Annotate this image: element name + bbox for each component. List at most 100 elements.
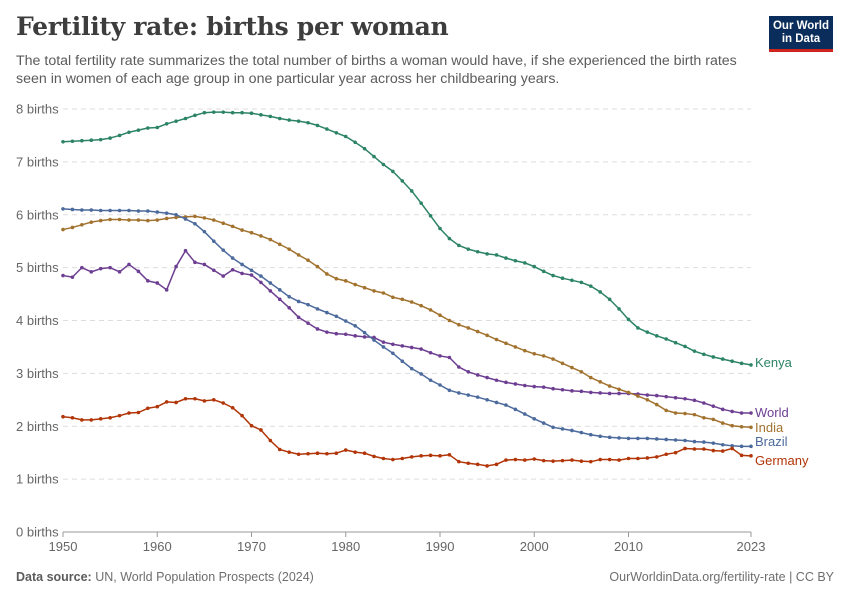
x-tick-label: 2010: [614, 539, 643, 554]
data-point-india: [749, 425, 753, 430]
data-point-brazil: [61, 207, 65, 211]
data-point-brazil: [720, 442, 725, 447]
data-point-kenya: [146, 126, 150, 130]
data-point-world: [61, 273, 65, 278]
data-point-world: [466, 369, 471, 374]
data-point-brazil: [617, 436, 621, 440]
data-point-kenya: [80, 138, 84, 143]
data-point-brazil: [296, 299, 301, 304]
data-point-brazil: [391, 351, 395, 356]
data-point-brazil: [240, 262, 244, 267]
data-point-brazil: [183, 217, 188, 221]
series-line-germany: [62, 398, 752, 467]
data-point-world: [692, 398, 697, 403]
data-point-brazil: [155, 210, 160, 214]
x-tick-label: 1990: [426, 539, 455, 554]
data-point-india: [475, 329, 480, 334]
data-point-kenya: [570, 278, 574, 283]
data-point-world: [287, 306, 291, 310]
data-point-india: [400, 297, 405, 302]
data-point-world: [334, 331, 339, 336]
data-point-india: [277, 242, 282, 247]
data-point-india: [504, 341, 508, 346]
data-point-brazil: [277, 288, 282, 292]
data-point-world: [343, 332, 348, 337]
data-point-kenya: [541, 269, 546, 274]
logo-line-2: in Data: [781, 33, 821, 45]
data-point-india: [720, 421, 725, 425]
data-point-germany: [334, 451, 339, 456]
data-point-germany: [664, 452, 668, 457]
y-tick-label: 5 births: [16, 260, 59, 275]
data-point-germany: [626, 456, 631, 461]
data-point-kenya: [428, 214, 433, 218]
data-point-germany: [730, 446, 734, 451]
data-point-world: [654, 393, 659, 398]
owid-logo[interactable]: Our World in Data: [769, 16, 833, 52]
data-point-germany: [513, 457, 518, 462]
data-point-world: [211, 268, 216, 273]
data-point-germany: [720, 449, 725, 453]
data-point-brazil: [306, 302, 310, 307]
data-point-germany: [438, 454, 442, 458]
data-point-india: [249, 230, 254, 235]
data-point-germany: [127, 411, 131, 415]
data-point-kenya: [447, 236, 452, 241]
data-point-kenya: [749, 363, 753, 367]
data-point-india: [61, 227, 65, 232]
data-point-kenya: [636, 326, 640, 330]
data-point-brazil: [268, 281, 273, 285]
data-point-kenya: [730, 359, 734, 364]
data-point-brazil: [749, 444, 753, 449]
data-point-world: [428, 350, 433, 355]
data-point-world: [532, 384, 537, 389]
data-point-brazil: [504, 403, 508, 407]
data-point-kenya: [183, 116, 188, 121]
data-point-india: [579, 369, 584, 374]
data-point-india: [409, 300, 414, 304]
data-point-world: [645, 393, 650, 397]
data-point-india: [372, 289, 376, 293]
data-point-germany: [343, 448, 348, 452]
data-point-kenya: [523, 261, 527, 265]
data-point-germany: [457, 459, 461, 464]
data-point-world: [277, 297, 282, 302]
data-point-world: [174, 264, 178, 269]
data-point-brazil: [174, 212, 178, 217]
data-point-kenya: [343, 134, 348, 139]
data-point-india: [296, 253, 301, 257]
data-point-kenya: [494, 253, 499, 257]
x-tick-label: 2023: [737, 539, 766, 554]
data-point-germany: [400, 456, 405, 461]
data-point-kenya: [334, 130, 339, 135]
data-point-kenya: [315, 123, 320, 128]
data-point-kenya: [70, 139, 75, 144]
y-tick-label: 1 births: [16, 472, 59, 487]
data-point-brazil: [475, 395, 480, 399]
data-point-germany: [551, 459, 555, 463]
data-point-germany: [692, 447, 697, 451]
data-point-india: [98, 218, 103, 223]
data-point-brazil: [457, 391, 461, 395]
data-point-india: [70, 225, 75, 230]
data-point-world: [702, 401, 706, 405]
data-point-kenya: [419, 201, 423, 205]
data-point-germany: [485, 464, 489, 468]
source-link[interactable]: OurWorldinData.org/fertility-rate | CC B…: [609, 570, 834, 584]
data-point-kenya: [221, 110, 226, 114]
data-point-kenya: [504, 256, 508, 260]
data-point-kenya: [108, 136, 112, 140]
data-source-text: UN, World Population Prospects (2024): [95, 570, 314, 584]
data-point-india: [494, 337, 499, 342]
data-point-kenya: [211, 110, 216, 114]
data-point-world: [523, 383, 527, 388]
data-point-world: [560, 387, 565, 392]
data-point-india: [202, 216, 207, 220]
data-point-india: [683, 411, 687, 416]
grid-layer: [63, 108, 751, 480]
y-tick-label: 0 births: [16, 525, 59, 540]
data-point-world: [617, 391, 621, 396]
data-point-brazil: [146, 209, 150, 213]
data-point-germany: [277, 447, 282, 452]
data-point-brazil: [249, 268, 254, 273]
